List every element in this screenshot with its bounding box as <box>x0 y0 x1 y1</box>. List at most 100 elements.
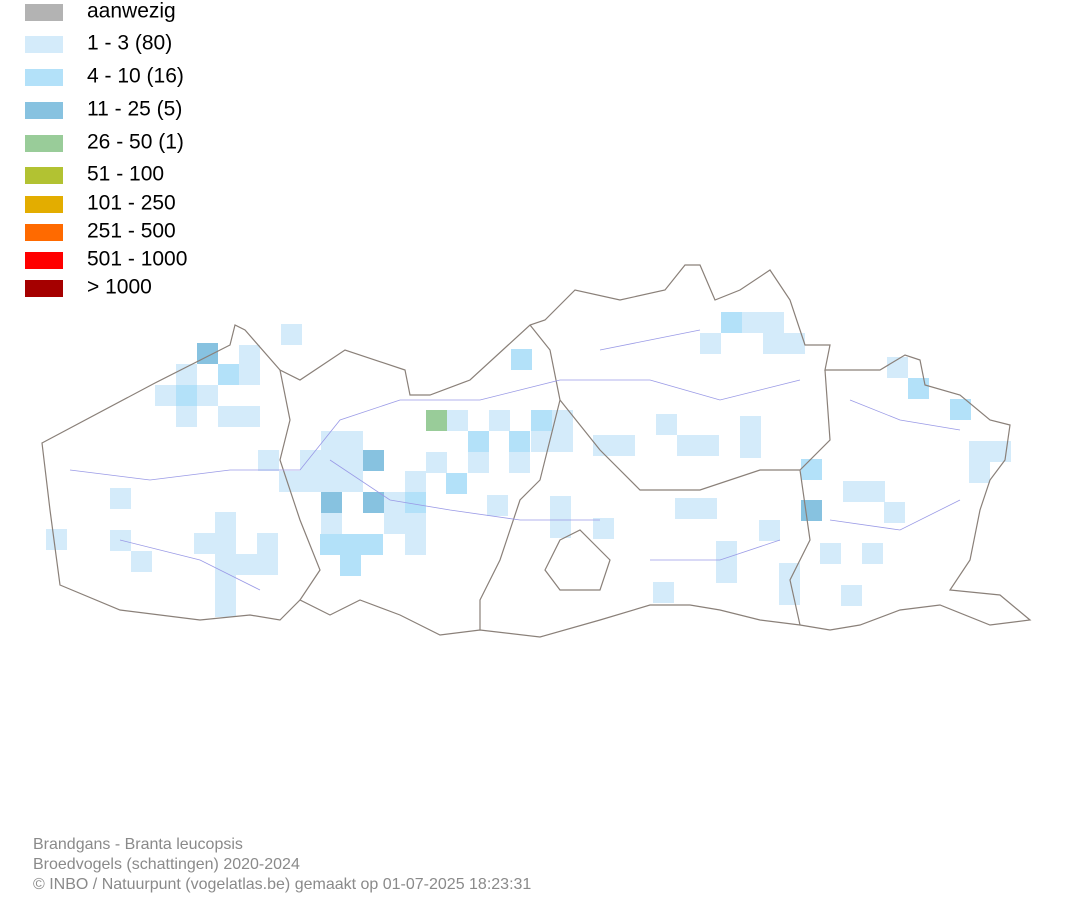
grid-cell <box>405 471 426 492</box>
grid-cell <box>239 364 260 385</box>
legend-swatch <box>25 224 63 241</box>
grid-cell <box>614 435 635 456</box>
grid-cell <box>300 471 321 492</box>
grid-cell <box>552 410 573 431</box>
grid-cell <box>446 473 467 494</box>
legend-label: 26 - 50 (1) <box>87 131 184 154</box>
grid-cell <box>447 410 468 431</box>
grid-cell <box>656 414 677 435</box>
grid-cell <box>321 471 342 492</box>
legend-swatch <box>25 252 63 269</box>
grid-cell <box>258 450 279 471</box>
grid-cell <box>531 431 552 452</box>
grid-cell <box>696 498 717 519</box>
footer: Brandgans - Branta leucopsis Broedvogels … <box>33 836 531 893</box>
grid-cell <box>218 364 239 385</box>
legend-swatch <box>25 196 63 213</box>
grid-cell <box>239 345 260 366</box>
grid-cell <box>468 452 489 473</box>
grid-cells <box>46 312 1011 617</box>
grid-cell <box>321 513 342 534</box>
grid-cell <box>341 534 362 555</box>
grid-cell <box>716 562 737 583</box>
grid-cell <box>593 518 614 539</box>
grid-cell <box>716 541 737 562</box>
grid-cell <box>843 481 864 502</box>
legend: aanwezig 1 - 3 (80) 4 - 10 (16) 11 - 25 (5)… <box>25 0 187 299</box>
grid-cell <box>742 312 763 333</box>
grid-cell <box>281 324 302 345</box>
grid-cell <box>820 543 841 564</box>
legend-label: 4 - 10 (16) <box>87 65 184 88</box>
legend-swatch <box>25 4 63 21</box>
grid-cell <box>405 492 426 513</box>
grid-cell <box>426 410 447 431</box>
grid-cell <box>763 312 784 333</box>
rivers <box>69 329 961 591</box>
grid-cell <box>969 441 990 462</box>
grid-cell <box>218 406 239 427</box>
grid-cell <box>363 492 384 513</box>
grid-cell <box>384 492 405 513</box>
grid-cell <box>677 435 698 456</box>
grid-cell <box>841 585 862 606</box>
grid-cell <box>950 399 971 420</box>
footer-line: © INBO / Natuurpunt (vogelatlas.be) gema… <box>33 876 531 893</box>
grid-cell <box>531 410 552 431</box>
grid-cell <box>215 554 236 575</box>
legend-swatch <box>25 280 63 297</box>
grid-cell <box>215 533 236 554</box>
grid-cell <box>197 385 218 406</box>
grid-cell <box>405 513 426 534</box>
legend-label: aanwezig <box>87 0 176 23</box>
grid-cell <box>363 450 384 471</box>
grid-cell <box>257 554 278 575</box>
grid-cell <box>257 533 278 554</box>
grid-cell <box>721 312 742 333</box>
grid-cell <box>362 534 383 555</box>
grid-cell <box>763 333 784 354</box>
grid-cell <box>131 551 152 572</box>
grid-cell <box>279 471 300 492</box>
grid-cell <box>194 533 215 554</box>
grid-cell <box>300 450 321 471</box>
grid-cell <box>110 488 131 509</box>
grid-cell <box>700 333 721 354</box>
grid-cell <box>197 343 218 364</box>
grid-cell <box>342 431 363 452</box>
grid-cell <box>779 584 800 605</box>
grid-cell <box>340 555 361 576</box>
grid-cell <box>46 529 67 550</box>
grid-cell <box>509 431 530 452</box>
grid-cell <box>779 563 800 584</box>
legend-label: > 1000 <box>87 276 152 299</box>
grid-cell <box>321 492 342 513</box>
grid-cell <box>321 450 342 471</box>
legend-label: 251 - 500 <box>87 220 176 243</box>
legend-label: 101 - 250 <box>87 192 176 215</box>
grid-cell <box>155 385 176 406</box>
grid-cell <box>239 406 260 427</box>
grid-cell <box>342 450 363 471</box>
region-outline <box>41 264 1032 638</box>
grid-cell <box>864 481 885 502</box>
grid-cell <box>320 534 341 555</box>
grid-cell <box>215 575 236 596</box>
grid-cell <box>468 431 489 452</box>
grid-cell <box>801 459 822 480</box>
grid-cell <box>426 452 447 473</box>
legend-label: 51 - 100 <box>87 163 164 186</box>
legend-swatch <box>25 135 63 152</box>
legend-swatch <box>25 167 63 184</box>
grid-cell <box>698 435 719 456</box>
grid-cell <box>593 435 614 456</box>
grid-cell <box>550 496 571 517</box>
legend-swatch <box>25 36 63 53</box>
grid-cell <box>384 513 405 534</box>
grid-cell <box>884 502 905 523</box>
footer-line: Brandgans - Branta leucopsis <box>33 836 243 853</box>
grid-cell <box>489 410 510 431</box>
grid-cell <box>784 333 805 354</box>
grid-cell <box>511 349 532 370</box>
